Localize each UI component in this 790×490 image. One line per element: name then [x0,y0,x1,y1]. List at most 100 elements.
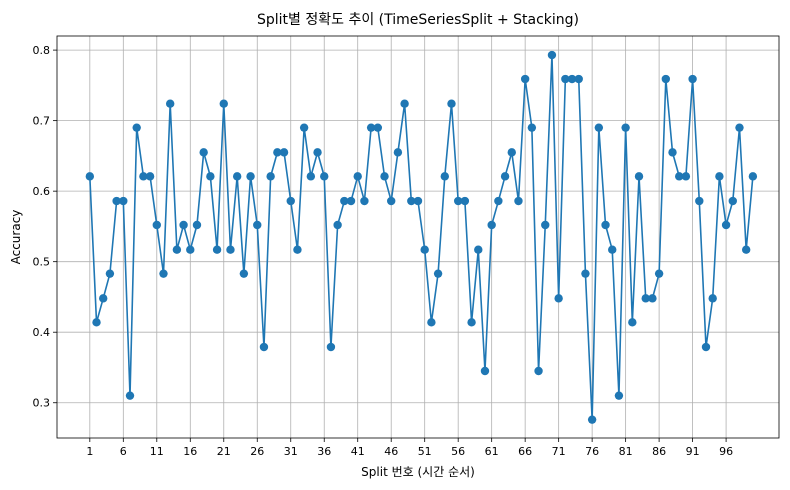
data-point [360,196,369,206]
data-point [594,123,604,132]
data-point [453,196,463,206]
data-point [661,74,671,84]
data-point [353,172,362,181]
data-point [219,99,228,108]
data-point [172,245,182,254]
x-axis-label: Split 번호 (시간 순서) [361,465,475,479]
data-point [340,196,349,206]
data-point [85,172,95,181]
data-point [373,123,383,132]
data-point [695,196,704,206]
data-point [534,366,543,376]
data-point [320,172,329,181]
data-point [567,74,577,84]
x-tick-label: 21 [217,445,231,458]
data-point [681,172,691,181]
data-point [628,318,637,327]
data-point [253,220,262,230]
data-point [326,342,336,352]
data-point [299,123,309,132]
data-point [654,269,664,278]
data-point [346,196,356,206]
data-point [748,172,758,181]
data-point [380,172,389,181]
data-point [293,245,302,254]
x-tick-label: 61 [485,445,499,458]
data-point [741,245,751,254]
data-point [366,123,376,132]
x-tick-label: 26 [250,445,264,458]
data-point [480,366,490,376]
data-point [581,269,590,278]
data-point [232,172,242,181]
y-tick-label: 0.4 [33,326,51,339]
data-point [279,148,289,157]
data-point [112,196,121,206]
data-point [500,172,510,181]
data-point [313,148,322,157]
data-point [527,123,537,132]
data-point [541,220,550,230]
data-point [601,220,610,230]
axis-ticks: 1 6 11 16 21 26 31 36 41 46 51 56 61 66 71 76 81 86 91 960.… [33,44,734,458]
y-axis-label: Accuracy [9,210,23,265]
x-tick-label: 36 [317,445,331,458]
data-point [648,294,657,303]
x-tick-label: 56 [451,445,465,458]
x-tick-label: 1 [86,445,93,458]
data-point [447,99,456,108]
data-point [165,99,175,108]
y-tick-label: 0.7 [33,115,51,128]
data-point [467,318,476,327]
y-tick-label: 0.3 [33,397,51,410]
data-point [105,269,115,278]
data-point [393,148,403,157]
data-point [433,269,443,278]
data-point [139,172,148,181]
x-tick-label: 31 [284,445,298,458]
x-tick-label: 66 [518,445,532,458]
data-point [286,196,295,206]
data-point [306,172,316,181]
x-tick-label: 51 [418,445,432,458]
data-point [547,50,557,60]
data-point [159,269,168,278]
data-point [145,172,155,181]
data-point [608,245,617,254]
x-tick-label: 46 [384,445,398,458]
data-point [99,294,108,303]
plot-frame [56,35,780,439]
data-point [212,245,222,254]
data-point [333,220,342,230]
data-point [273,148,282,157]
x-tick-label: 11 [150,445,164,458]
data-point [728,196,737,206]
data-point [715,172,724,181]
data-series [85,50,758,424]
x-tick-label: 96 [719,445,733,458]
data-point [494,196,503,206]
data-point [179,220,188,230]
data-point [675,172,684,181]
x-tick-label: 71 [552,445,566,458]
data-point [119,196,128,206]
data-point [226,245,235,254]
x-tick-label: 41 [351,445,365,458]
data-point [708,294,717,303]
data-point [721,220,731,230]
data-point [239,269,249,278]
data-point [152,220,161,230]
data-point [387,196,396,206]
data-point [701,342,711,352]
data-point [413,196,423,206]
chart-title: Split별 정확도 추이 (TimeSeriesSplit + Stackin… [257,12,579,28]
data-point [668,148,677,157]
data-point [400,99,409,108]
series-line [89,54,754,421]
data-point [520,74,530,84]
data-point [246,172,255,181]
data-point [407,196,416,206]
y-tick-label: 0.8 [33,44,51,57]
